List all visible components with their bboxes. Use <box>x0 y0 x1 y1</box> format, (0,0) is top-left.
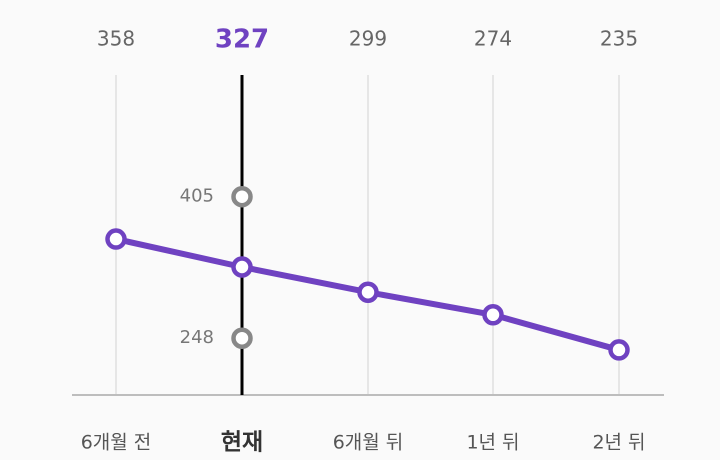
top-value-label: 299 <box>349 27 387 51</box>
data-point <box>608 339 630 361</box>
data-point <box>482 304 504 326</box>
top-value-label: 235 <box>600 27 638 51</box>
range-point-label: 248 <box>180 327 214 348</box>
top-value-label: 274 <box>474 27 512 51</box>
data-point <box>231 256 253 278</box>
top-value-label: 327 <box>215 25 269 55</box>
x-tick-label: 1년 뒤 <box>466 432 519 454</box>
data-point <box>105 228 127 250</box>
top-value-label: 358 <box>97 27 135 51</box>
range-point <box>231 327 253 349</box>
x-tick-label: 2년 뒤 <box>592 432 645 454</box>
range-point <box>231 185 253 208</box>
x-tick-label: 현재 <box>221 430 263 456</box>
data-point <box>357 281 379 303</box>
range-point-label: 405 <box>180 186 214 207</box>
x-tick-label: 6개월 전 <box>81 432 152 454</box>
x-tick-label: 6개월 뒤 <box>333 432 404 454</box>
